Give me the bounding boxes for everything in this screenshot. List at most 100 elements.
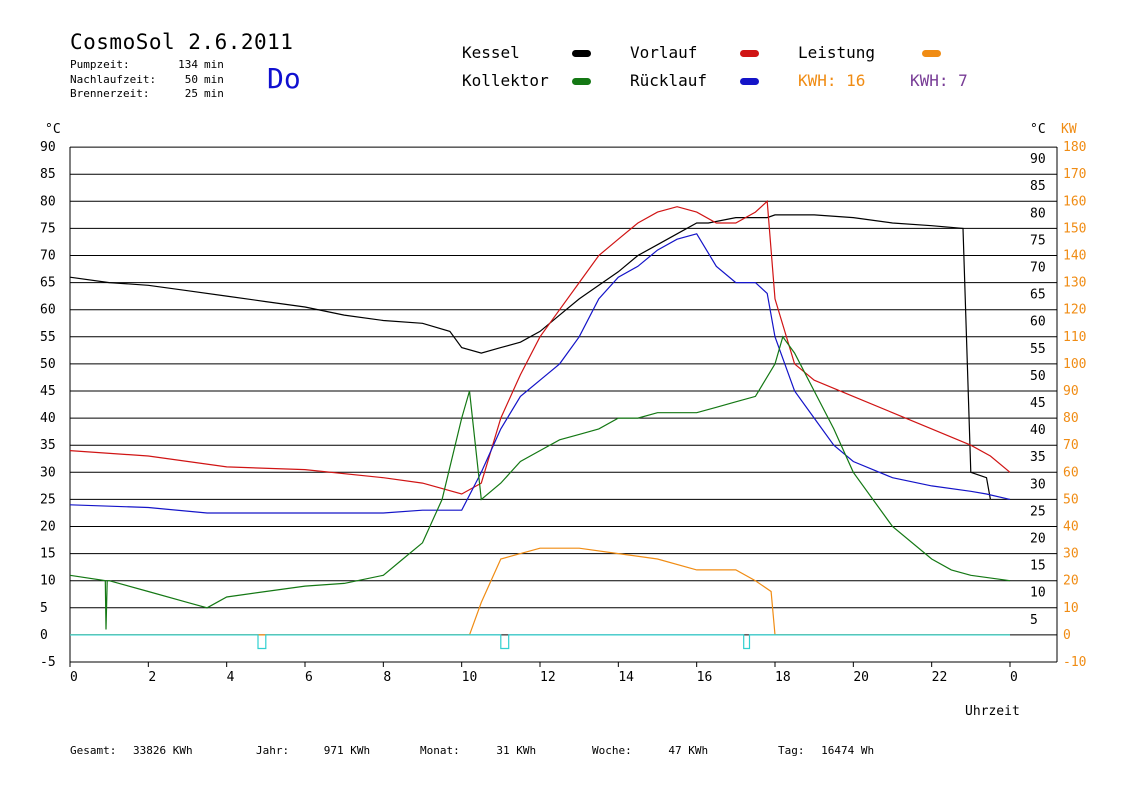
x-tick-label: 20 <box>853 670 869 685</box>
footer-monat: Monat: 31 KWh <box>420 744 536 757</box>
stat-unit: min <box>204 58 224 71</box>
y-tick-label-right-kw: 80 <box>1063 411 1079 426</box>
kwh-burner-label: KWH: <box>910 71 949 90</box>
y-tick-label-left: 55 <box>40 330 56 345</box>
legend-vorlauf-swatch <box>740 50 759 57</box>
y-tick-label-left: -5 <box>40 655 56 670</box>
stat-brennerzeit: Brennerzeit: 25 min <box>70 87 224 102</box>
x-tick-label: 10 <box>462 670 478 685</box>
y-tick-label-right-kw: 150 <box>1063 221 1086 236</box>
x-tick-label: 4 <box>227 670 235 685</box>
y-tick-label-left: 60 <box>40 303 56 318</box>
legend-leistung-label: Leistung <box>798 43 876 62</box>
stat-unit: min <box>204 87 224 100</box>
stat-label: Nachlaufzeit: <box>70 72 157 86</box>
y-tick-label-right-kw: 0 <box>1063 628 1071 643</box>
x-tick-label: 0 <box>70 670 78 685</box>
y-tick-label-right-kw: 90 <box>1063 384 1079 399</box>
y-tick-label-right-c: 40 <box>1030 423 1046 438</box>
footer-tag: Tag: 16474 Wh <box>778 744 874 757</box>
legend-kollektor-swatch <box>572 78 591 85</box>
legend-leistung-swatch <box>922 50 941 57</box>
stat-nachlaufzeit: Nachlaufzeit: 50 min <box>70 73 224 88</box>
kwh-solar-readout: KWH: 16 <box>798 71 865 90</box>
y-axis-unit-kw: KW <box>1061 122 1077 137</box>
y-tick-label-right-kw: 170 <box>1063 167 1086 182</box>
y-tick-label-right-c: 30 <box>1030 477 1046 492</box>
y-tick-label-left: 65 <box>40 276 56 291</box>
y-tick-label-left: 50 <box>40 357 56 372</box>
stat-value: 25 <box>184 87 198 100</box>
y-tick-label-right-c: 55 <box>1030 342 1046 357</box>
stat-value: 50 <box>184 72 198 86</box>
y-tick-label-left: 90 <box>40 140 56 155</box>
footer-monat-label: Monat: <box>420 744 460 757</box>
footer-woche: Woche: 47 KWh <box>592 744 708 757</box>
y-tick-label-right-c: 70 <box>1030 261 1046 276</box>
y-tick-label-right-c: 75 <box>1030 233 1046 248</box>
y-tick-label-right-c: 35 <box>1030 450 1046 465</box>
y-tick-label-left: 0 <box>40 628 48 643</box>
x-axis-label: Uhrzeit <box>965 704 1020 719</box>
y-tick-label-right-c: 65 <box>1030 288 1046 303</box>
y-axis-unit-left: °C <box>45 122 61 137</box>
y-axis-unit-right: °C <box>1030 122 1046 137</box>
legend-kessel-swatch <box>572 50 591 57</box>
y-tick-label-right-kw: 130 <box>1063 276 1086 291</box>
stat-label: Pumpzeit: <box>70 58 130 71</box>
y-tick-label-right-c: 60 <box>1030 315 1046 330</box>
y-tick-label-right-c: 15 <box>1030 559 1046 574</box>
legend-ruecklauf-swatch <box>740 78 759 85</box>
y-tick-label-left: 20 <box>40 520 56 535</box>
y-tick-label-right-kw: 180 <box>1063 140 1086 155</box>
y-tick-label-right-kw: 60 <box>1063 465 1079 480</box>
y-tick-label-right-kw: 70 <box>1063 438 1079 453</box>
stat-pumpzeit: Pumpzeit: 134 min <box>70 58 224 73</box>
footer-jahr-value: 971 KWh <box>323 744 371 757</box>
y-tick-label-right-c: 10 <box>1030 586 1046 601</box>
y-tick-label-left: 25 <box>40 492 56 507</box>
footer-jahr: Jahr: 971 KWh <box>256 744 370 757</box>
series-line-kessel <box>69 214 991 500</box>
y-tick-label-left: 75 <box>40 221 56 236</box>
y-tick-label-right-c: 90 <box>1030 152 1046 167</box>
y-tick-label-right-kw: 120 <box>1063 303 1086 318</box>
footer-woche-value: 47 KWh <box>668 744 709 757</box>
legend-vorlauf-label: Vorlauf <box>630 43 698 62</box>
footer-monat-value: 31 KWh <box>496 744 537 757</box>
legend-ruecklauf-label: Rücklauf <box>630 71 708 90</box>
kwh-solar-value: 16 <box>846 71 866 90</box>
footer-woche-label: Woche: <box>592 744 632 757</box>
stat-unit: min <box>204 72 224 86</box>
x-tick-label: 22 <box>932 670 948 685</box>
y-tick-label-right-kw: -10 <box>1063 655 1086 670</box>
y-tick-label-right-kw: 10 <box>1063 601 1079 616</box>
runtime-stats: Pumpzeit: 134 min Nachlaufzeit: 50 min B… <box>70 58 224 102</box>
weekday-label: Do <box>267 62 301 95</box>
y-tick-label-right-c: 25 <box>1030 504 1046 519</box>
x-tick-label: 12 <box>540 670 556 685</box>
y-tick-label-right-c: 45 <box>1030 396 1046 411</box>
y-tick-label-right-c: 85 <box>1030 179 1046 194</box>
y-tick-label-left: 45 <box>40 384 56 399</box>
series-line-rcklauf <box>69 233 1011 514</box>
kwh-burner-value: 7 <box>958 71 968 90</box>
y-tick-label-left: 40 <box>40 411 56 426</box>
y-tick-label-right-kw: 20 <box>1063 574 1079 589</box>
series-line-vorlauf <box>69 200 1011 495</box>
series-line-pumpe <box>70 634 1010 650</box>
series-line-leistung <box>70 547 1010 636</box>
kwh-solar-label: KWH: <box>798 71 837 90</box>
y-tick-label-right-kw: 140 <box>1063 249 1086 264</box>
y-tick-label-left: 10 <box>40 574 56 589</box>
y-tick-label-right-c: 80 <box>1030 206 1046 221</box>
chart-title: CosmoSol 2.6.2011 <box>70 30 294 54</box>
y-tick-label-right-kw: 110 <box>1063 330 1086 345</box>
y-tick-label-right-kw: 160 <box>1063 194 1086 209</box>
y-tick-label-right-kw: 40 <box>1063 520 1079 535</box>
x-tick-label: 8 <box>383 670 391 685</box>
x-tick-label: 2 <box>148 670 156 685</box>
x-tick-label: 18 <box>775 670 791 685</box>
